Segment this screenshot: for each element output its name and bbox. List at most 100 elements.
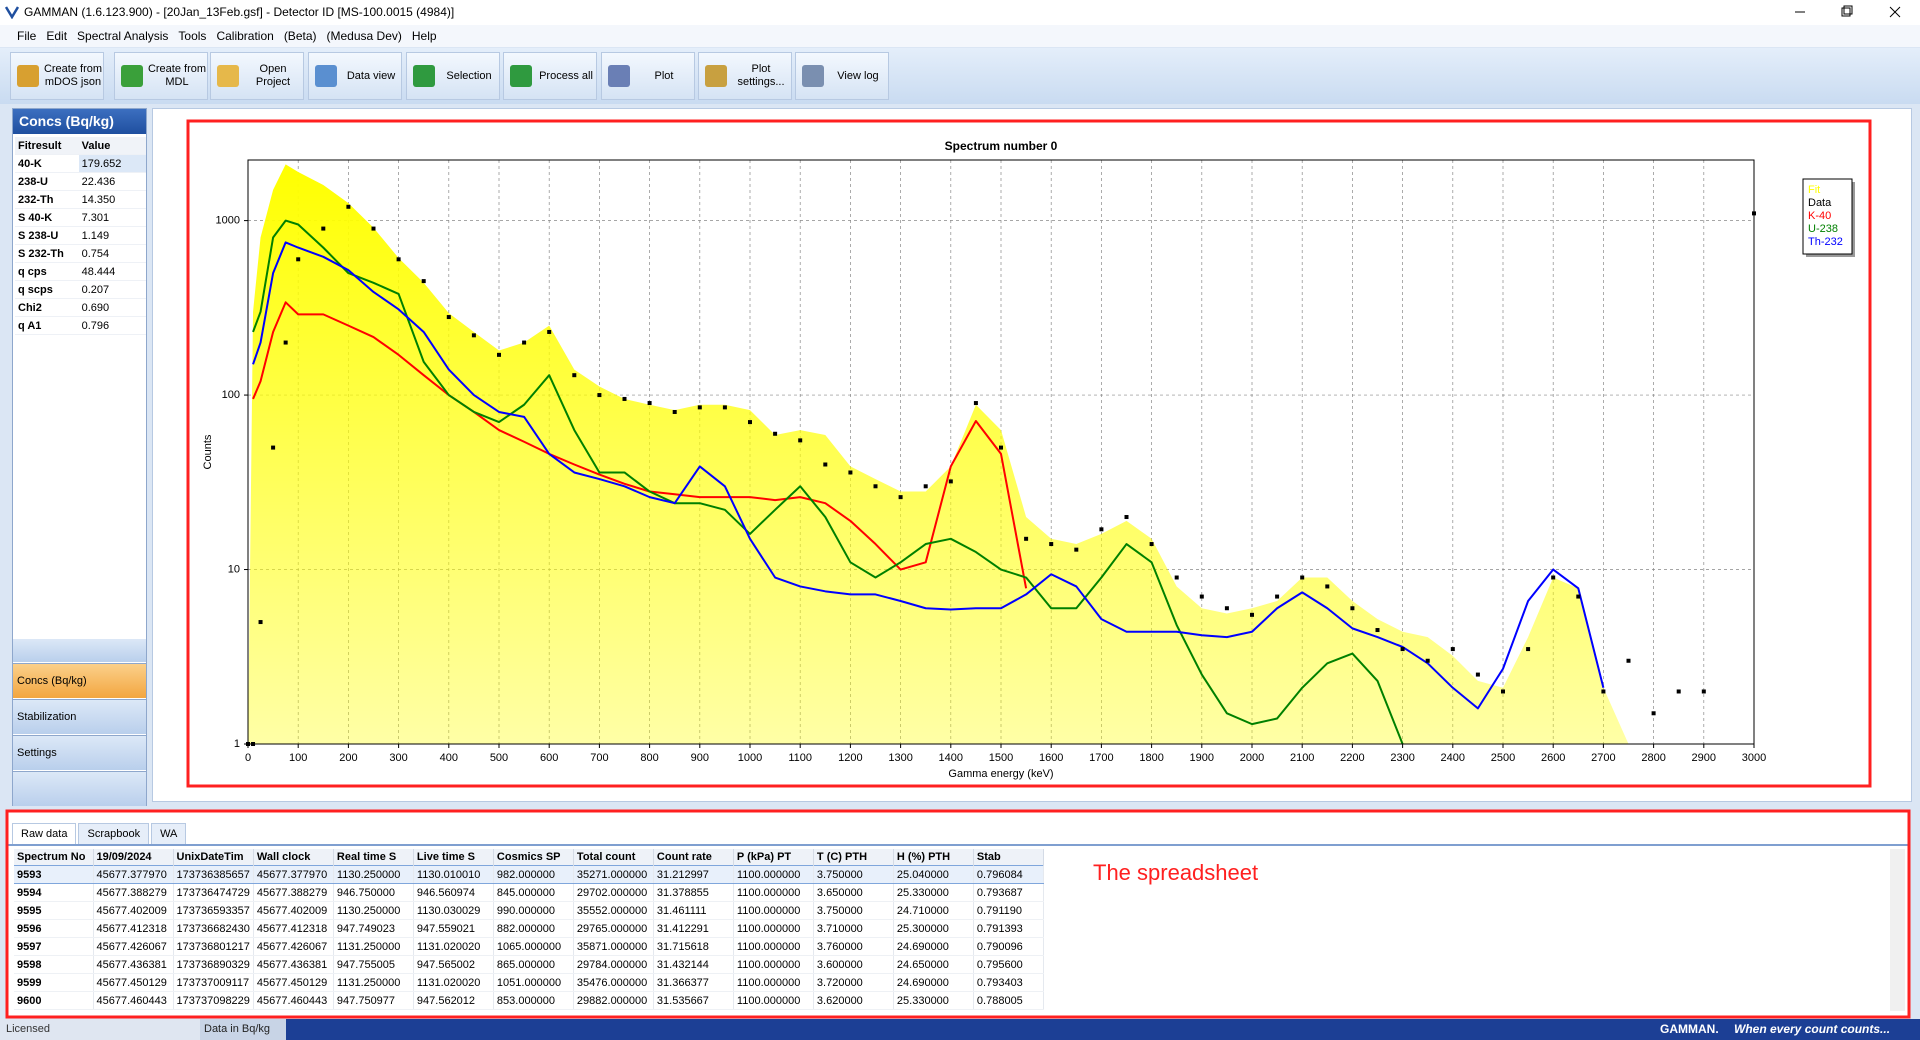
toolbar-button[interactable]: Data view xyxy=(308,52,402,100)
cell: 982.000000 xyxy=(493,865,574,884)
splitter[interactable] xyxy=(13,639,146,662)
data-point xyxy=(1551,575,1556,580)
toolbar-button[interactable]: Plot settings... xyxy=(698,52,792,100)
column-header[interactable]: Count rate xyxy=(653,849,734,866)
cell: 1130.250000 xyxy=(333,901,414,920)
annotation: The spreadsheet xyxy=(1093,860,1259,885)
menu-item[interactable]: Tools xyxy=(178,29,207,43)
data-point xyxy=(1425,658,1430,663)
table-row: S 232-Th 0.754 xyxy=(15,244,146,263)
data-point xyxy=(622,396,627,401)
tab[interactable]: WA xyxy=(151,823,187,844)
menu-item[interactable]: Calibration xyxy=(216,29,274,43)
table-row[interactable]: 9594 45677.388279 173736474729 45677.388279… xyxy=(14,883,1044,902)
column-header[interactable]: Live time S xyxy=(413,849,494,866)
column-header[interactable]: P (kPa) PT xyxy=(733,849,814,866)
cell: 31.378855 xyxy=(653,883,734,902)
cell: 45677.460443 xyxy=(93,991,174,1010)
menu-item[interactable]: Edit xyxy=(46,29,68,43)
toolbar-button[interactable]: Plot xyxy=(601,52,695,100)
toolbar-button[interactable]: Create from mDOS json xyxy=(10,52,104,100)
value-cell: 0.690 xyxy=(78,298,146,317)
legend-entry: U-238 xyxy=(1808,223,1838,235)
column-header[interactable]: Cosmics SP xyxy=(493,849,574,866)
tab[interactable]: Raw data xyxy=(12,823,77,844)
nav-button[interactable]: Stabilization xyxy=(13,699,146,734)
cell: 947.562012 xyxy=(413,991,494,1010)
data-point xyxy=(258,620,263,625)
column-header[interactable]: H (%) PTH xyxy=(893,849,974,866)
toolbar-button[interactable]: View log xyxy=(795,52,889,100)
toolbar-icon xyxy=(17,65,39,87)
column-header[interactable]: Stab xyxy=(973,849,1044,866)
data-point xyxy=(283,340,288,345)
value-cell: 179.652 xyxy=(78,154,146,173)
column-header[interactable]: Total count xyxy=(573,849,654,866)
toolbar-button[interactable]: Open Project xyxy=(210,52,304,100)
x-tick-label: 1000 xyxy=(738,752,762,764)
results-panel: Concs (Bq/kg) Fitresult Value 40-K 179.652 2… xyxy=(12,108,147,806)
table-row[interactable]: 9600 45677.460443 173737098229 45677.460443… xyxy=(14,991,1044,1010)
cell: 173737098229 xyxy=(173,991,254,1010)
label-cell: S 232-Th xyxy=(15,244,79,263)
cell: 24.690000 xyxy=(893,937,974,956)
x-tick-label: 0 xyxy=(245,752,251,764)
cell: 45677.436381 xyxy=(93,955,174,974)
x-tick-label: 2500 xyxy=(1491,752,1515,764)
data-point xyxy=(1626,658,1631,663)
x-axis-label: Gamma energy (keV) xyxy=(948,768,1053,780)
toolbar-button[interactable]: Create from MDL xyxy=(114,52,208,100)
cell: 173736682430 xyxy=(173,919,254,938)
x-tick-label: 2300 xyxy=(1390,752,1414,764)
table-row[interactable]: 9596 45677.412318 173736682430 45677.412318… xyxy=(14,919,1044,938)
column-header[interactable]: Real time S xyxy=(333,849,414,866)
menu-item[interactable]: (Beta) xyxy=(283,29,317,43)
column-header[interactable]: UnixDateTim xyxy=(173,849,254,866)
cell: 0.791190 xyxy=(973,901,1044,920)
data-point xyxy=(1651,711,1656,716)
data-point xyxy=(572,373,577,378)
toolbar-label: Process all xyxy=(539,69,593,82)
column-header[interactable]: 19/09/2024 xyxy=(93,849,174,866)
column-header: Fitresult xyxy=(15,137,79,155)
concs-table: Fitresult Value 40-K 179.652 238-U 22.436 232-… xyxy=(15,137,146,335)
x-tick-label: 1400 xyxy=(939,752,963,764)
cell: 9594 xyxy=(14,883,94,902)
cell: 24.650000 xyxy=(893,955,974,974)
cell: 25.330000 xyxy=(893,991,974,1010)
toolbar-button[interactable]: Selection xyxy=(406,52,500,100)
menu-item[interactable]: Help xyxy=(411,29,437,43)
cell: 45677.450129 xyxy=(93,973,174,992)
cell: 35271.000000 xyxy=(573,865,654,884)
table-row[interactable]: 9595 45677.402009 173736593357 45677.402009… xyxy=(14,901,1044,920)
nav-button[interactable] xyxy=(13,771,146,806)
cell: 0.788005 xyxy=(973,991,1044,1010)
nav-button[interactable]: Concs (Bq/kg) xyxy=(13,663,146,698)
toolbar-button[interactable]: Process all xyxy=(503,52,597,100)
menu-item[interactable]: File xyxy=(17,29,37,43)
cell: 1100.000000 xyxy=(733,991,814,1010)
nav-button[interactable]: Settings xyxy=(13,735,146,770)
column-header[interactable]: T (C) PTH xyxy=(813,849,894,866)
tab[interactable]: Scrapbook xyxy=(78,823,150,844)
table-row[interactable]: 9597 45677.426067 173736801217 45677.426067… xyxy=(14,937,1044,956)
cell: 45677.426067 xyxy=(93,937,174,956)
column-header: Value xyxy=(78,137,146,155)
scrollbar[interactable] xyxy=(1890,849,1905,1011)
y-tick-label: 10 xyxy=(228,563,240,575)
column-header[interactable]: Spectrum No xyxy=(14,849,94,866)
menu-item[interactable]: Spectral Analysis xyxy=(77,29,169,43)
table-row[interactable]: 9593 45677.377970 173736385657 45677.377970… xyxy=(14,865,1044,884)
menu-item[interactable]: (Medusa Dev) xyxy=(326,29,402,43)
toolbar-icon xyxy=(217,65,239,87)
window-controls[interactable] xyxy=(1780,0,1920,25)
data-point xyxy=(1049,542,1054,547)
label-cell: q scps xyxy=(15,280,79,299)
table-row[interactable]: 9598 45677.436381 173736890329 45677.436381… xyxy=(14,955,1044,974)
column-header[interactable]: Wall clock xyxy=(253,849,334,866)
data-point xyxy=(898,495,903,500)
data-point xyxy=(948,479,953,484)
table-row[interactable]: 9599 45677.450129 173737009117 45677.450129… xyxy=(14,973,1044,992)
data-point xyxy=(973,401,978,406)
x-tick-label: 2100 xyxy=(1290,752,1314,764)
